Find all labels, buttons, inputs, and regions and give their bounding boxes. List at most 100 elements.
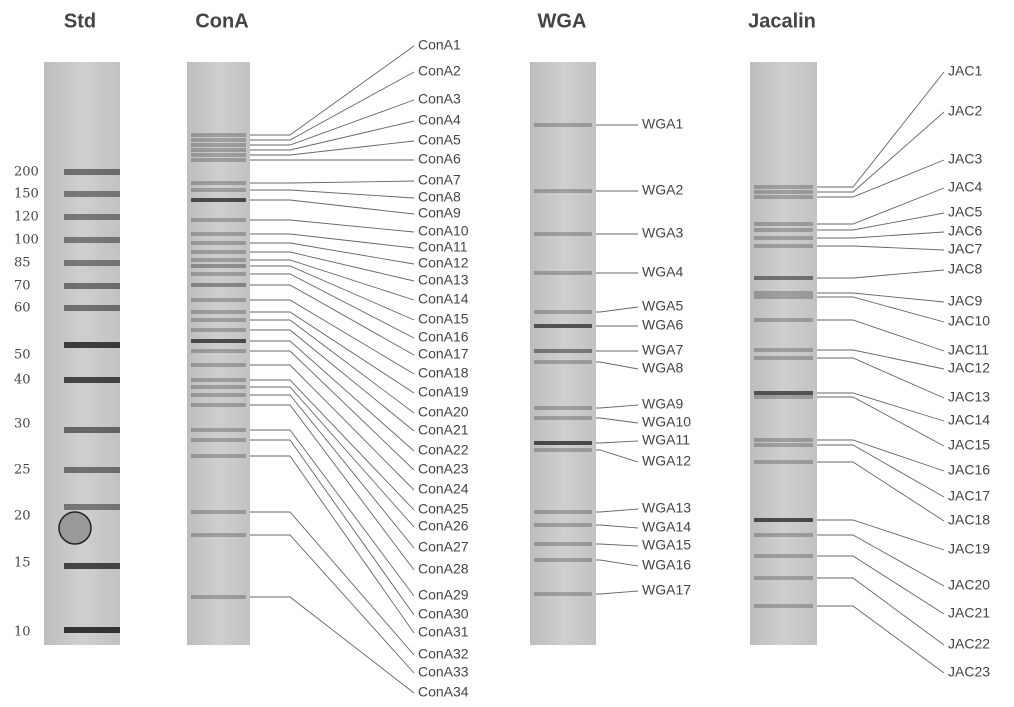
band-label: JAC21 bbox=[948, 605, 990, 621]
band-label: WGA6 bbox=[642, 317, 683, 333]
band bbox=[64, 467, 120, 473]
marker-label: 30 bbox=[14, 417, 31, 432]
band bbox=[754, 533, 813, 537]
band bbox=[191, 310, 246, 314]
band-label: JAC14 bbox=[948, 412, 990, 428]
callout-line bbox=[250, 243, 414, 264]
callout-line bbox=[596, 544, 638, 546]
callout-line bbox=[250, 220, 414, 232]
callout-line bbox=[817, 160, 944, 197]
band bbox=[754, 438, 813, 442]
band-label: ConA6 bbox=[418, 151, 461, 167]
band-label: JAC11 bbox=[948, 342, 989, 358]
band-label: ConA17 bbox=[418, 346, 469, 362]
band-label: ConA10 bbox=[418, 223, 469, 239]
band-label: JAC4 bbox=[948, 179, 982, 195]
band-label: ConA23 bbox=[418, 461, 469, 477]
lane-title: Std bbox=[64, 10, 96, 32]
band bbox=[534, 232, 592, 236]
band-label: ConA27 bbox=[418, 539, 469, 555]
band-label: ConA14 bbox=[418, 291, 469, 307]
callout-line bbox=[817, 445, 944, 497]
band bbox=[64, 169, 120, 175]
callout-line bbox=[250, 234, 414, 248]
callout-line bbox=[250, 387, 414, 527]
marker-label: 100 bbox=[14, 233, 39, 248]
band bbox=[191, 258, 246, 262]
band bbox=[754, 554, 813, 558]
lane-title: Jacalin bbox=[748, 10, 816, 32]
band bbox=[754, 318, 813, 322]
band bbox=[64, 427, 120, 433]
band bbox=[191, 339, 246, 343]
band-label: JAC3 bbox=[948, 151, 982, 167]
band-label: ConA32 bbox=[418, 646, 469, 662]
marker-label: 20 bbox=[14, 509, 31, 524]
marker-label: 25 bbox=[14, 463, 31, 478]
band-label: WGA3 bbox=[642, 225, 683, 241]
callout-line bbox=[817, 397, 944, 446]
band-label: ConA19 bbox=[418, 384, 469, 400]
band-label: JAC8 bbox=[948, 261, 982, 277]
marker-label: 40 bbox=[14, 373, 31, 388]
callout-line bbox=[250, 141, 414, 155]
band bbox=[191, 198, 246, 202]
band bbox=[191, 181, 246, 185]
callout-line bbox=[596, 362, 638, 369]
band-label: JAC10 bbox=[948, 313, 990, 329]
callout-line bbox=[817, 350, 944, 369]
band bbox=[534, 189, 592, 193]
band-label: ConA31 bbox=[418, 624, 469, 640]
band-label: JAC7 bbox=[948, 241, 982, 257]
callout-line bbox=[250, 320, 414, 413]
callout-line bbox=[250, 440, 414, 615]
band bbox=[191, 328, 246, 332]
band bbox=[754, 460, 813, 464]
band-label: JAC22 bbox=[948, 636, 990, 652]
callout-line bbox=[817, 556, 944, 614]
band-label: ConA34 bbox=[418, 684, 469, 700]
band bbox=[754, 604, 813, 608]
band-label: WGA8 bbox=[642, 360, 683, 376]
band bbox=[191, 428, 246, 432]
band-label: JAC23 bbox=[948, 664, 990, 680]
callout-line bbox=[817, 606, 944, 673]
marker-label: 50 bbox=[14, 348, 31, 363]
band-label: ConA2 bbox=[418, 63, 461, 79]
callout-line bbox=[817, 297, 944, 322]
marker-label: 120 bbox=[14, 210, 39, 225]
band-label: JAC5 bbox=[948, 204, 982, 220]
band bbox=[191, 153, 246, 157]
band bbox=[191, 283, 246, 287]
band-label: JAC6 bbox=[948, 223, 982, 239]
band-label: ConA9 bbox=[418, 205, 461, 221]
callout-line bbox=[817, 270, 944, 278]
band bbox=[64, 191, 120, 197]
band bbox=[754, 222, 813, 226]
band bbox=[64, 627, 120, 633]
band-label: ConA25 bbox=[418, 501, 469, 517]
band bbox=[191, 250, 246, 254]
band bbox=[191, 133, 246, 137]
band-label: ConA8 bbox=[418, 189, 461, 205]
band-label: WGA7 bbox=[642, 342, 683, 358]
callout-line bbox=[250, 190, 414, 198]
band-label: JAC9 bbox=[948, 293, 982, 309]
marker-label: 60 bbox=[14, 301, 31, 316]
band bbox=[64, 237, 120, 243]
band-label: WGA16 bbox=[642, 557, 691, 573]
band bbox=[534, 448, 592, 452]
band-label: WGA5 bbox=[642, 298, 683, 314]
band-label: WGA1 bbox=[642, 116, 683, 132]
callout-line bbox=[250, 121, 414, 150]
callout-line bbox=[596, 418, 638, 423]
band-label: JAC20 bbox=[948, 577, 990, 593]
callout-line bbox=[250, 200, 414, 214]
band-label: ConA1 bbox=[418, 37, 461, 53]
band-label: JAC18 bbox=[948, 512, 990, 528]
band bbox=[754, 244, 813, 248]
band-label: WGA2 bbox=[642, 182, 683, 198]
callout-line bbox=[250, 181, 414, 183]
callout-line bbox=[250, 365, 414, 490]
band-label: WGA10 bbox=[642, 414, 691, 430]
